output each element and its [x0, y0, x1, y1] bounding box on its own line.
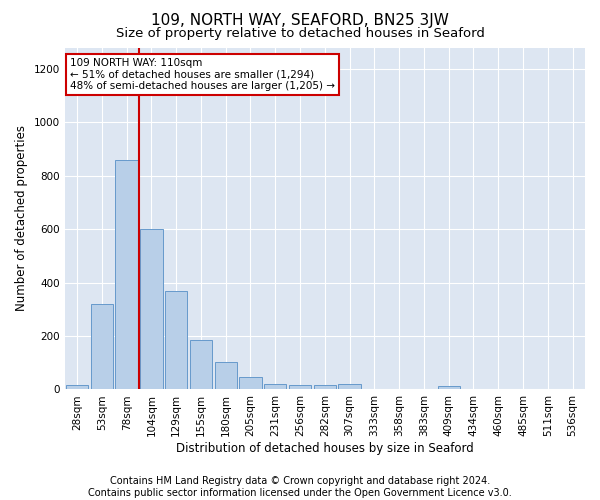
Bar [289, 384, 311, 390]
Bar [66, 384, 88, 390]
X-axis label: Distribution of detached houses by size in Seaford: Distribution of detached houses by size … [176, 442, 474, 455]
Bar [338, 384, 361, 390]
Bar [190, 340, 212, 390]
Bar [215, 362, 237, 390]
Bar [239, 376, 262, 390]
Bar [91, 304, 113, 390]
Bar [437, 386, 460, 390]
Text: 109 NORTH WAY: 110sqm
← 51% of detached houses are smaller (1,294)
48% of semi-d: 109 NORTH WAY: 110sqm ← 51% of detached … [70, 58, 335, 91]
Bar [165, 290, 187, 390]
Y-axis label: Number of detached properties: Number of detached properties [15, 126, 28, 312]
Bar [140, 229, 163, 390]
Bar [314, 384, 336, 390]
Text: Contains HM Land Registry data © Crown copyright and database right 2024.
Contai: Contains HM Land Registry data © Crown c… [88, 476, 512, 498]
Bar [264, 384, 286, 390]
Text: Size of property relative to detached houses in Seaford: Size of property relative to detached ho… [116, 28, 484, 40]
Text: 109, NORTH WAY, SEAFORD, BN25 3JW: 109, NORTH WAY, SEAFORD, BN25 3JW [151, 12, 449, 28]
Bar [115, 160, 138, 390]
